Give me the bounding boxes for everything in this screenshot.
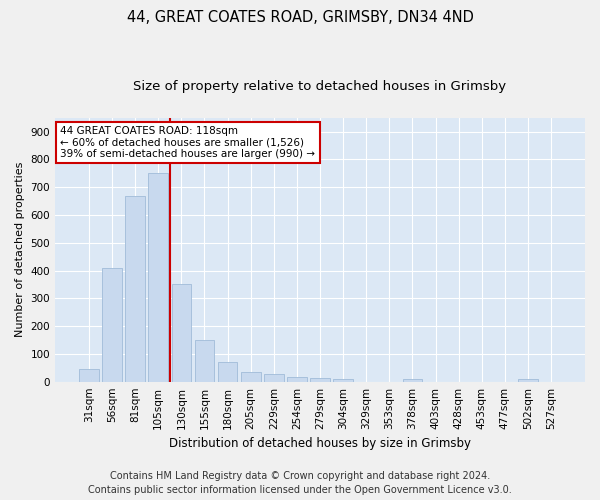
Text: Contains HM Land Registry data © Crown copyright and database right 2024.
Contai: Contains HM Land Registry data © Crown c… <box>88 471 512 495</box>
Bar <box>79 368 99 382</box>
Bar <box>264 374 284 382</box>
Bar <box>403 380 422 382</box>
X-axis label: Distribution of detached houses by size in Grimsby: Distribution of detached houses by size … <box>169 437 471 450</box>
Bar <box>218 362 238 382</box>
Y-axis label: Number of detached properties: Number of detached properties <box>15 162 25 338</box>
Bar <box>287 376 307 382</box>
Bar <box>148 174 168 382</box>
Bar <box>518 380 538 382</box>
Bar <box>241 372 260 382</box>
Bar <box>334 380 353 382</box>
Bar <box>102 268 122 382</box>
Bar <box>194 340 214 382</box>
Bar <box>172 284 191 382</box>
Text: 44, GREAT COATES ROAD, GRIMSBY, DN34 4ND: 44, GREAT COATES ROAD, GRIMSBY, DN34 4ND <box>127 10 473 25</box>
Bar <box>125 196 145 382</box>
Text: 44 GREAT COATES ROAD: 118sqm
← 60% of detached houses are smaller (1,526)
39% of: 44 GREAT COATES ROAD: 118sqm ← 60% of de… <box>61 126 316 159</box>
Title: Size of property relative to detached houses in Grimsby: Size of property relative to detached ho… <box>133 80 506 93</box>
Bar <box>310 378 330 382</box>
